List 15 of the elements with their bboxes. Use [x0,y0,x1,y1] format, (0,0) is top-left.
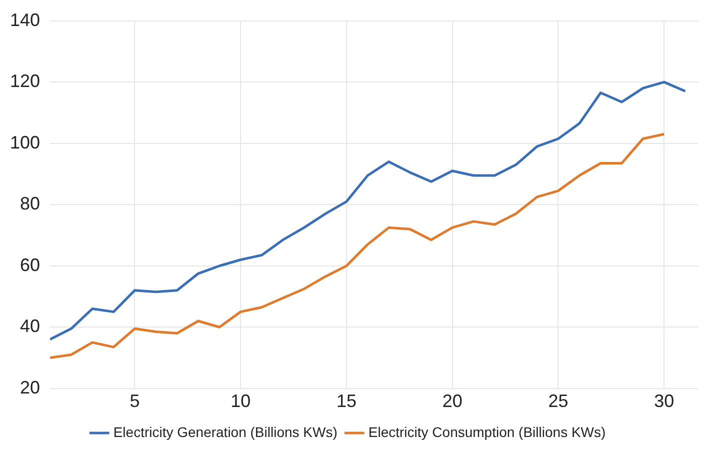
y-tick-label: 140 [10,10,40,30]
y-tick-label: 100 [10,132,40,152]
x-tick-label: 10 [230,391,251,412]
y-tick-label: 60 [20,254,40,275]
y-tick-label: 40 [20,316,40,336]
y-tick-label: 20 [20,377,40,398]
legend-label: Electricity Consumption (Billions KWs) [368,424,606,440]
y-tick-label: 80 [20,194,40,214]
x-tick-label: 5 [130,391,140,412]
legend-label: Electricity Generation (Billions KWs) [113,424,338,440]
x-tick-label: 20 [442,391,462,412]
y-tick-label: 120 [10,71,40,92]
x-tick-label: 25 [548,391,568,412]
x-tick-label: 30 [654,391,674,412]
x-tick-label: 15 [336,391,357,412]
